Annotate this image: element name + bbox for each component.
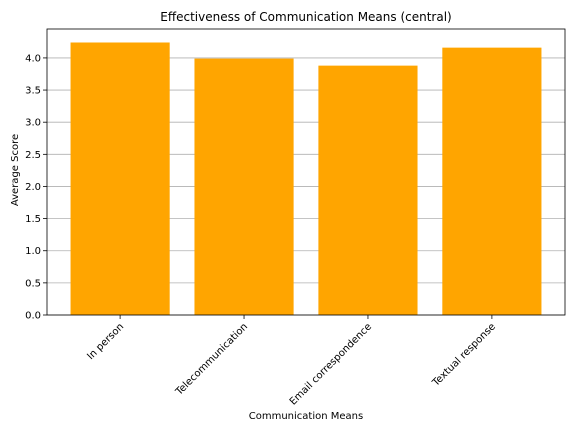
bar-telecommunication	[194, 58, 294, 315]
y-tick-label: 1.5	[25, 214, 41, 225]
y-tick-label: 4.0	[25, 53, 41, 64]
bar-in-person	[70, 42, 170, 315]
bars	[70, 42, 542, 316]
y-tick-label: 3.0	[25, 118, 41, 129]
x-axis-label: Communication Means	[249, 411, 363, 422]
x-axis-ticks: In person Telecommunication Email correspo…	[85, 315, 498, 408]
y-tick-label: 3.5	[25, 86, 41, 97]
y-tick-label: 2.0	[25, 182, 41, 193]
x-tick-label: Telecommunication	[173, 321, 250, 398]
y-tick-label: 1.0	[25, 246, 41, 257]
x-tick-label: Email correspondence	[288, 321, 374, 407]
y-axis-ticks: 0.0 0.5 1.0 1.5 2.0 2.5 3.0 3.5 4.0	[25, 53, 47, 322]
y-tick-label: 2.5	[25, 150, 41, 161]
chart-title: Effectiveness of Communication Means (ce…	[160, 10, 451, 24]
y-tick-label: 0.5	[25, 278, 41, 289]
x-tick-label: Textual response	[430, 321, 498, 389]
bar-email-correspondence	[318, 65, 418, 316]
axes	[46, 28, 566, 316]
plot-frame	[46, 28, 566, 316]
bar-textual-response	[442, 47, 542, 315]
y-axis-label: Average Score	[10, 134, 21, 206]
y-tick-label: 0.0	[25, 311, 41, 322]
x-tick-label: In person	[85, 321, 126, 362]
